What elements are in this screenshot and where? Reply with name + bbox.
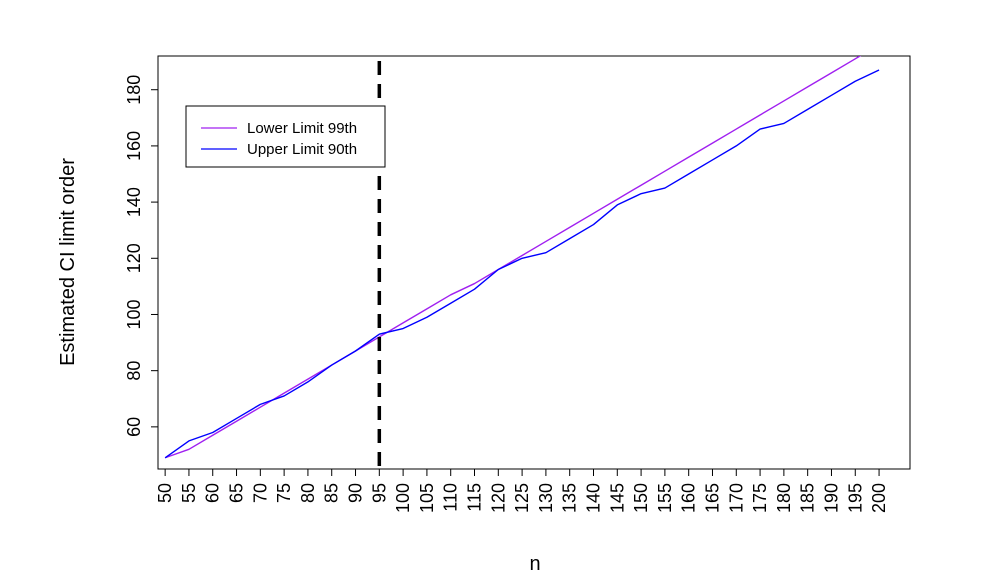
x-tick-label: 125 <box>512 483 532 513</box>
x-axis-title: n <box>529 553 540 575</box>
x-tick-label: 50 <box>155 483 175 503</box>
x-tick-label: 100 <box>393 483 413 513</box>
series-group <box>164 56 880 459</box>
y-tick-label: 120 <box>124 243 144 273</box>
x-tick-label: 55 <box>179 483 199 503</box>
x-tick-label: 150 <box>631 483 651 513</box>
x-tick-label: 165 <box>702 483 722 513</box>
legend: Lower Limit 99th Upper Limit 90th <box>185 105 386 168</box>
y-tick-label: 160 <box>124 131 144 161</box>
x-tick-label: 110 <box>441 483 461 512</box>
x-tick-label: 130 <box>536 483 556 513</box>
x-tick-label: 140 <box>583 483 603 513</box>
legend-label-upper-limit: Upper Limit 90th <box>247 141 357 158</box>
x-tick-label: 95 <box>369 483 389 503</box>
x-tick-label: 195 <box>845 483 865 513</box>
x-tick-label: 115 <box>465 483 485 512</box>
x-tick-label: 120 <box>488 483 508 513</box>
series-line-lower-limit-99th <box>164 56 862 459</box>
x-tick-label: 85 <box>322 483 342 503</box>
y-axis-title: Estimated CI limit order <box>57 158 79 366</box>
plot-area <box>164 56 880 459</box>
x-tick-label: 60 <box>203 483 223 503</box>
y-tick-label: 140 <box>124 187 144 217</box>
x-tick-label: 80 <box>298 483 318 503</box>
x-tick-label: 105 <box>417 483 437 513</box>
legend-box <box>185 105 386 168</box>
y-tick-label: 180 <box>124 75 144 105</box>
y-axis: 60 80 100 120 140 160 180 <box>124 75 159 437</box>
x-axis: 50 55 60 65 70 75 80 85 90 95 100 105 110 115 120 125 13… <box>155 468 889 513</box>
series-line-upper-limit-90th <box>164 69 880 459</box>
x-tick-label: 155 <box>655 483 675 513</box>
x-tick-label: 75 <box>274 483 294 503</box>
x-tick-label: 180 <box>774 483 794 513</box>
x-tick-label: 175 <box>750 483 770 513</box>
x-tick-label: 200 <box>869 483 889 513</box>
x-tick-label: 185 <box>798 483 818 513</box>
x-tick-label: 170 <box>726 483 746 513</box>
x-tick-label: 160 <box>679 483 699 513</box>
x-tick-label: 190 <box>821 483 841 513</box>
x-tick-label: 90 <box>346 483 366 503</box>
x-tick-label: 135 <box>560 483 580 513</box>
y-tick-label: 80 <box>124 361 144 381</box>
legend-label-lower-limit: Lower Limit 99th <box>247 120 357 137</box>
x-tick-label: 145 <box>607 483 627 513</box>
x-tick-label: 70 <box>250 483 270 503</box>
y-tick-label: 100 <box>124 299 144 329</box>
y-tick-label: 60 <box>124 417 144 437</box>
x-tick-label: 65 <box>227 483 247 503</box>
